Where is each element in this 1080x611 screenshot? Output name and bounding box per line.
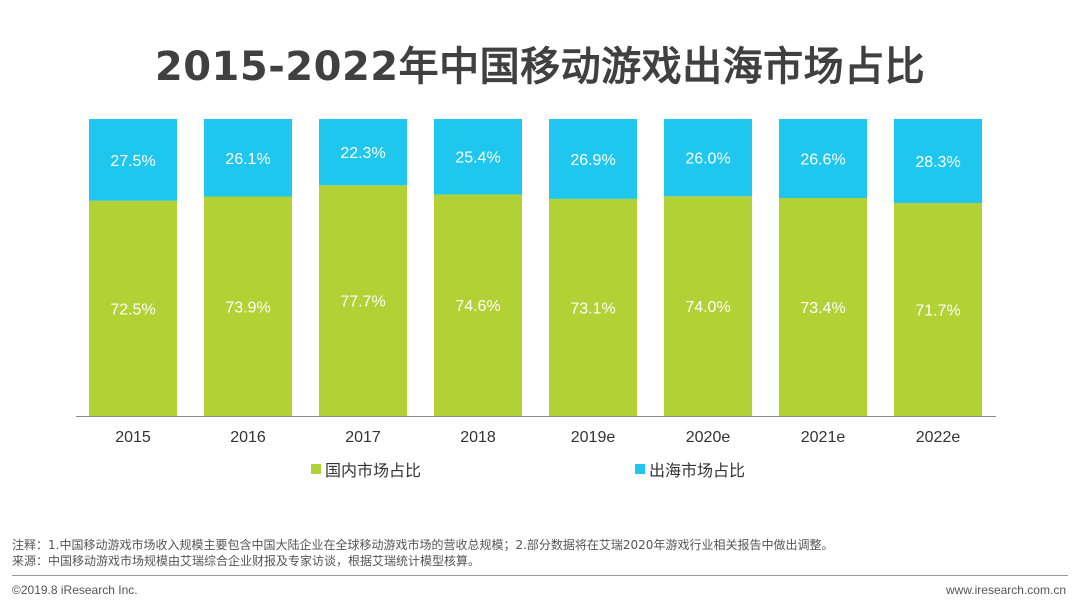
note-line-2: 来源：中国移动游戏市场规模由艾瑞综合企业财报及专家访谈，根据艾瑞统计模型核算。 bbox=[12, 554, 481, 568]
legend-swatch-overseas bbox=[635, 464, 645, 474]
bar-overseas-2015 bbox=[89, 119, 177, 201]
bar-overseas-2022e bbox=[894, 119, 982, 204]
stacked-bar-chart: 72.5% 27.5% 2015 73.9% 26.1% 2016 77.7% 22.3% 20… bbox=[76, 119, 996, 446]
bar-overseas-2016 bbox=[204, 119, 292, 197]
label-overseas-2021e: 26.6% bbox=[800, 152, 845, 169]
bar-domestic-2017 bbox=[319, 185, 407, 416]
label-domestic-2018: 74.6% bbox=[455, 298, 500, 315]
x-tick-label-2016: 2016 bbox=[230, 429, 266, 446]
bar-overseas-2021e bbox=[779, 119, 867, 199]
bar-overseas-2019e bbox=[549, 119, 637, 199]
footer-divider bbox=[12, 575, 1068, 576]
bar-overseas-2020e bbox=[664, 119, 752, 197]
copyright: ©2019.8 iResearch Inc. bbox=[12, 583, 138, 597]
chart-title: 2015-2022年中国移动游戏出海市场占比 bbox=[154, 44, 926, 90]
label-overseas-2016: 26.1% bbox=[225, 151, 270, 168]
bar-domestic-2022e bbox=[894, 203, 982, 416]
x-tick-label-2021e: 2021e bbox=[801, 429, 846, 446]
label-overseas-2022e: 28.3% bbox=[915, 154, 960, 171]
bar-overseas-2018 bbox=[434, 119, 522, 195]
label-overseas-2020e: 26.0% bbox=[685, 151, 730, 168]
bar-domestic-2016 bbox=[204, 196, 292, 416]
x-tick-label-2020e: 2020e bbox=[686, 429, 731, 446]
label-domestic-2017: 77.7% bbox=[340, 294, 385, 311]
legend-swatch-domestic bbox=[311, 464, 321, 474]
x-tick-label-2015: 2015 bbox=[115, 429, 151, 446]
x-tick-label-2022e: 2022e bbox=[916, 429, 961, 446]
notes: 注释：1.中国移动游戏市场收入规模主要包含中国大陆企业在全球移动游戏市场的营收总… bbox=[12, 537, 833, 569]
bar-domestic-2015 bbox=[89, 200, 177, 416]
bar-domestic-2021e bbox=[779, 198, 867, 416]
x-tick-label-2019e: 2019e bbox=[571, 429, 616, 446]
label-overseas-2015: 27.5% bbox=[110, 153, 155, 170]
label-overseas-2018: 25.4% bbox=[455, 150, 500, 167]
label-domestic-2019e: 73.1% bbox=[570, 300, 615, 317]
legend-label-overseas: 出海市场占比 bbox=[649, 461, 746, 480]
label-overseas-2017: 22.3% bbox=[340, 145, 385, 162]
label-domestic-2020e: 74.0% bbox=[685, 299, 730, 316]
legend-item-overseas: 出海市场占比 bbox=[635, 457, 745, 481]
note-line-1: 注释：1.中国移动游戏市场收入规模主要包含中国大陆企业在全球移动游戏市场的营收总… bbox=[12, 538, 834, 552]
label-domestic-2022e: 71.7% bbox=[915, 303, 960, 320]
x-tick-label-2018: 2018 bbox=[460, 429, 496, 446]
bar-domestic-2018 bbox=[434, 194, 522, 416]
legend-item-domestic: 国内市场占比 bbox=[311, 457, 421, 481]
label-domestic-2015: 72.5% bbox=[110, 301, 155, 318]
label-domestic-2021e: 73.4% bbox=[800, 300, 845, 317]
legend: 国内市场占比 出海市场占比 bbox=[0, 457, 1080, 481]
label-overseas-2019e: 26.9% bbox=[570, 152, 615, 169]
bar-domestic-2020e bbox=[664, 196, 752, 416]
x-tick-label-2017: 2017 bbox=[345, 429, 381, 446]
bar-domestic-2019e bbox=[549, 198, 637, 416]
website-link[interactable]: www.iresearch.com.cn bbox=[945, 583, 1066, 597]
legend-label-domestic: 国内市场占比 bbox=[325, 461, 422, 480]
label-domestic-2016: 73.9% bbox=[225, 299, 270, 316]
bar-overseas-2017 bbox=[319, 119, 407, 186]
